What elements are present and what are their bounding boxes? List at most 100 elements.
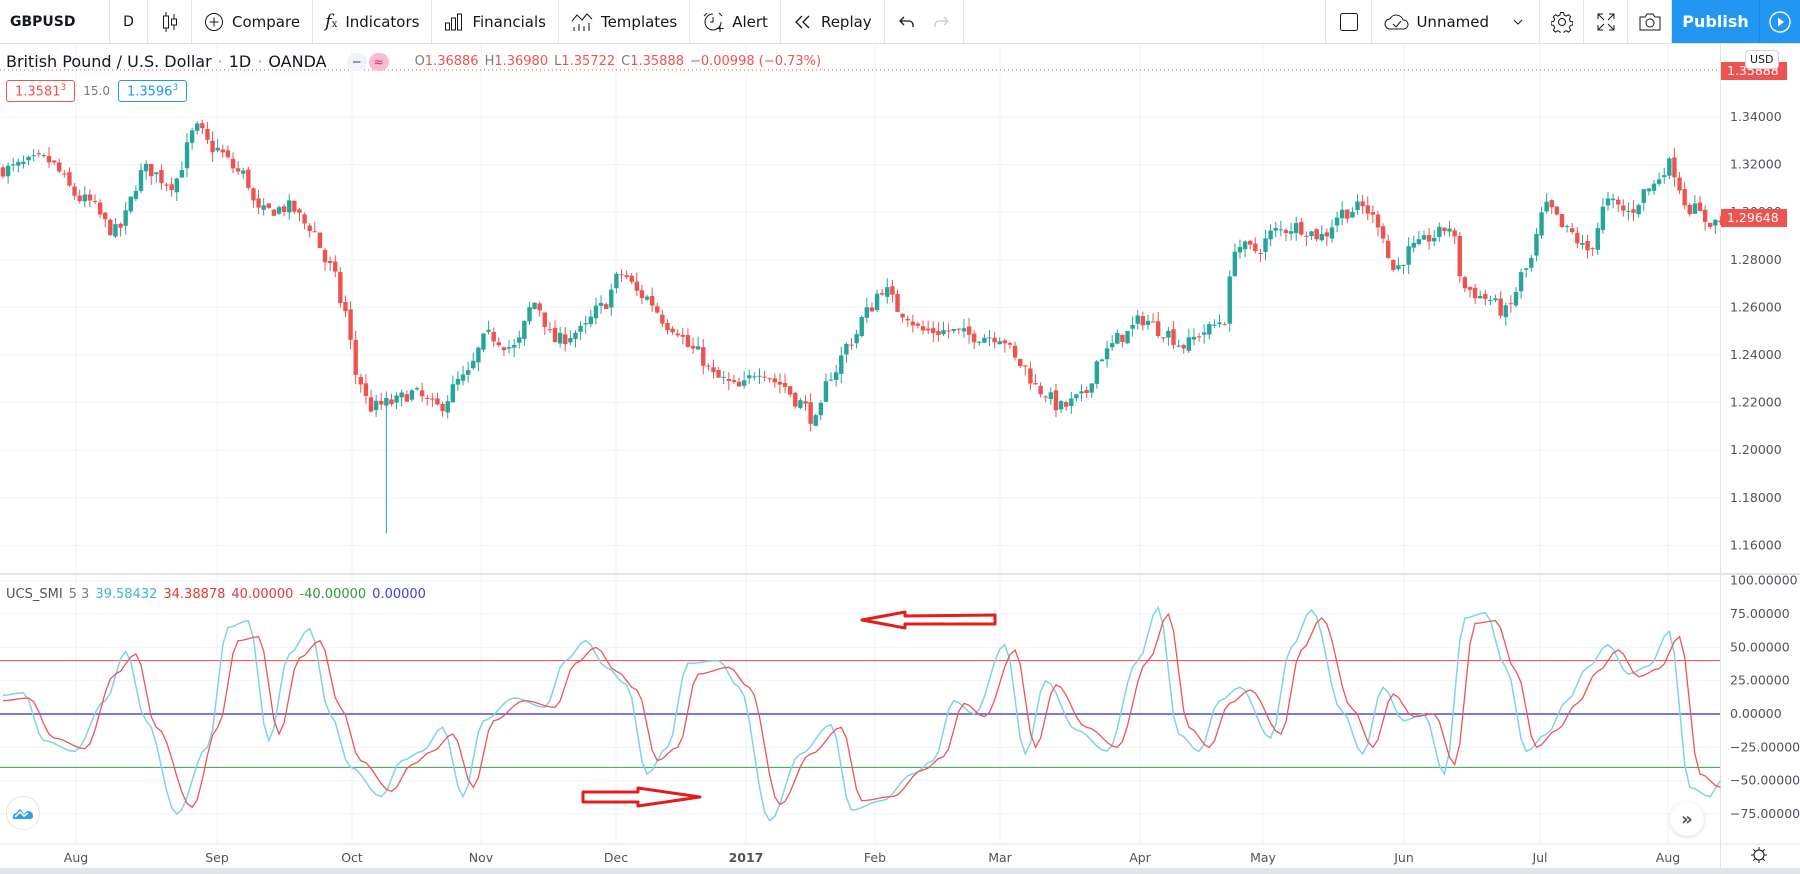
fullscreen-icon (1597, 13, 1614, 30)
currency-badge[interactable]: USD (1745, 50, 1779, 69)
svg-text:Jun: Jun (1393, 850, 1414, 865)
play-circle-icon (1769, 10, 1791, 33)
high-key: H (484, 54, 495, 69)
fx-icon: fx (325, 11, 338, 32)
svg-text:2017: 2017 (729, 850, 764, 865)
spread-value: 15.0 (83, 84, 110, 99)
replay-button[interactable]: Replay (781, 0, 885, 43)
symbol-title: British Pound / U.S. Dollar (6, 52, 212, 71)
buy-button[interactable]: 1.35963 (117, 80, 188, 103)
separator-dot: · (217, 52, 223, 71)
indicator-name[interactable]: UCS_SMI (6, 587, 63, 602)
templates-icon (571, 12, 593, 31)
templates-button[interactable]: Templates (559, 0, 691, 43)
approx-icon[interactable]: ≈ (368, 52, 389, 71)
svg-text:1.29648: 1.29648 (1727, 210, 1779, 225)
financials-icon (445, 13, 463, 30)
fullscreen-button[interactable] (1584, 0, 1628, 43)
ohlc-values: O1.36886 H1.36980 L1.35722 C1.35888 −0.0… (415, 54, 822, 69)
settings-button[interactable] (1540, 0, 1584, 43)
tradingview-logo-icon (12, 809, 34, 819)
svg-text:1.24000: 1.24000 (1730, 347, 1782, 362)
bid-sup: 3 (60, 83, 67, 93)
svg-text:1.20000: 1.20000 (1730, 442, 1782, 457)
publish-label: Publish (1682, 12, 1749, 31)
undo-redo-group (885, 0, 964, 43)
compare-button[interactable]: Compare (192, 0, 314, 43)
financials-button[interactable]: Financials (432, 0, 559, 43)
legend-toggles: ━ ≈ (346, 52, 389, 71)
upper-level-value: 40.00000 (231, 587, 294, 602)
cloud-check-icon (1385, 14, 1409, 29)
symbol-label: GBPUSD (10, 13, 76, 30)
sell-button[interactable]: 1.35813 (6, 80, 76, 103)
lower-level-value: -40.00000 (299, 587, 367, 602)
alarm-clock-icon (703, 12, 724, 32)
axes: 1.340001.320001.300001.280001.260001.240… (64, 62, 1800, 865)
select-layout-button[interactable] (1326, 0, 1373, 43)
indicators-label: Indicators (345, 12, 420, 31)
svg-text:1.28000: 1.28000 (1730, 252, 1782, 267)
low-key: L (554, 54, 562, 69)
indicator-params: 5 3 (68, 587, 90, 602)
indicators-button[interactable]: fx Indicators (313, 0, 433, 43)
top-toolbar: GBPUSD D Compare fx Indicators Financial… (0, 0, 1800, 44)
square-icon (1339, 12, 1358, 31)
signal-value: 34.38878 (163, 587, 226, 602)
alert-button[interactable]: Alert (690, 0, 781, 43)
svg-text:Feb: Feb (864, 850, 886, 865)
smi-value: 39.58432 (95, 587, 158, 602)
interval-button[interactable]: D (110, 0, 148, 43)
exchange-label: OANDA (268, 52, 327, 71)
undo-icon[interactable] (898, 15, 915, 29)
bid-value: 1.3581 (15, 84, 61, 100)
double-chevron-right-icon: » (1681, 808, 1693, 830)
save-layout-button[interactable]: Unnamed (1372, 0, 1540, 43)
publish-video-button[interactable] (1760, 0, 1800, 43)
svg-text:1.22000: 1.22000 (1730, 395, 1782, 410)
svg-text:1.32000: 1.32000 (1730, 157, 1782, 172)
ask-sup: 3 (172, 83, 179, 93)
svg-text:Jul: Jul (1531, 850, 1547, 865)
svg-text:Oct: Oct (341, 850, 363, 865)
redo-icon[interactable] (933, 15, 949, 29)
zero-level-value: 0.00000 (372, 587, 426, 602)
symbol-search-button[interactable]: GBPUSD (0, 0, 110, 43)
close-key: C (621, 54, 631, 69)
publish-button[interactable]: Publish (1672, 0, 1760, 43)
tradingview-logo-button[interactable] (6, 796, 40, 830)
camera-icon (1639, 13, 1660, 30)
replay-label: Replay (820, 12, 872, 31)
svg-text:25.00000: 25.00000 (1730, 673, 1790, 688)
open-key: O (414, 54, 425, 69)
chart-canvas[interactable]: 1.340001.320001.300001.280001.260001.240… (0, 44, 1800, 874)
svg-text:1.34000: 1.34000 (1730, 109, 1782, 124)
separator-dot: · (257, 52, 263, 71)
bottom-strip (0, 868, 1800, 874)
minus-icon[interactable]: ━ (346, 52, 367, 71)
screenshot-button[interactable] (1628, 0, 1672, 43)
interval-label: D (123, 13, 134, 30)
svg-text:Aug: Aug (1656, 850, 1680, 865)
chart-type-button[interactable] (148, 0, 192, 43)
svg-text:−50.00000: −50.00000 (1730, 773, 1800, 788)
alert-label: Alert (732, 12, 768, 31)
svg-text:1.16000: 1.16000 (1730, 537, 1782, 552)
svg-text:−25.00000: −25.00000 (1730, 739, 1800, 754)
svg-text:Apr: Apr (1129, 850, 1151, 865)
svg-text:Sep: Sep (205, 850, 229, 865)
timeframe-label: 1D (228, 52, 252, 71)
svg-text:May: May (1250, 850, 1276, 865)
toolbar-spacer (964, 0, 1327, 43)
scroll-to-realtime-button[interactable]: » (1670, 802, 1704, 836)
low-value: 1.35722 (561, 54, 616, 69)
svg-text:0.00000: 0.00000 (1730, 706, 1782, 721)
chevron-down-icon[interactable] (1509, 17, 1527, 27)
financials-label: Financials (472, 12, 546, 31)
high-value: 1.36980 (494, 54, 549, 69)
annotations (581, 610, 997, 808)
chart-settings-gear-icon[interactable] (1750, 846, 1768, 864)
templates-label: Templates (600, 12, 678, 31)
gear-icon (1550, 11, 1573, 33)
change-value: −0.00998 (−0.73%) (689, 54, 822, 69)
